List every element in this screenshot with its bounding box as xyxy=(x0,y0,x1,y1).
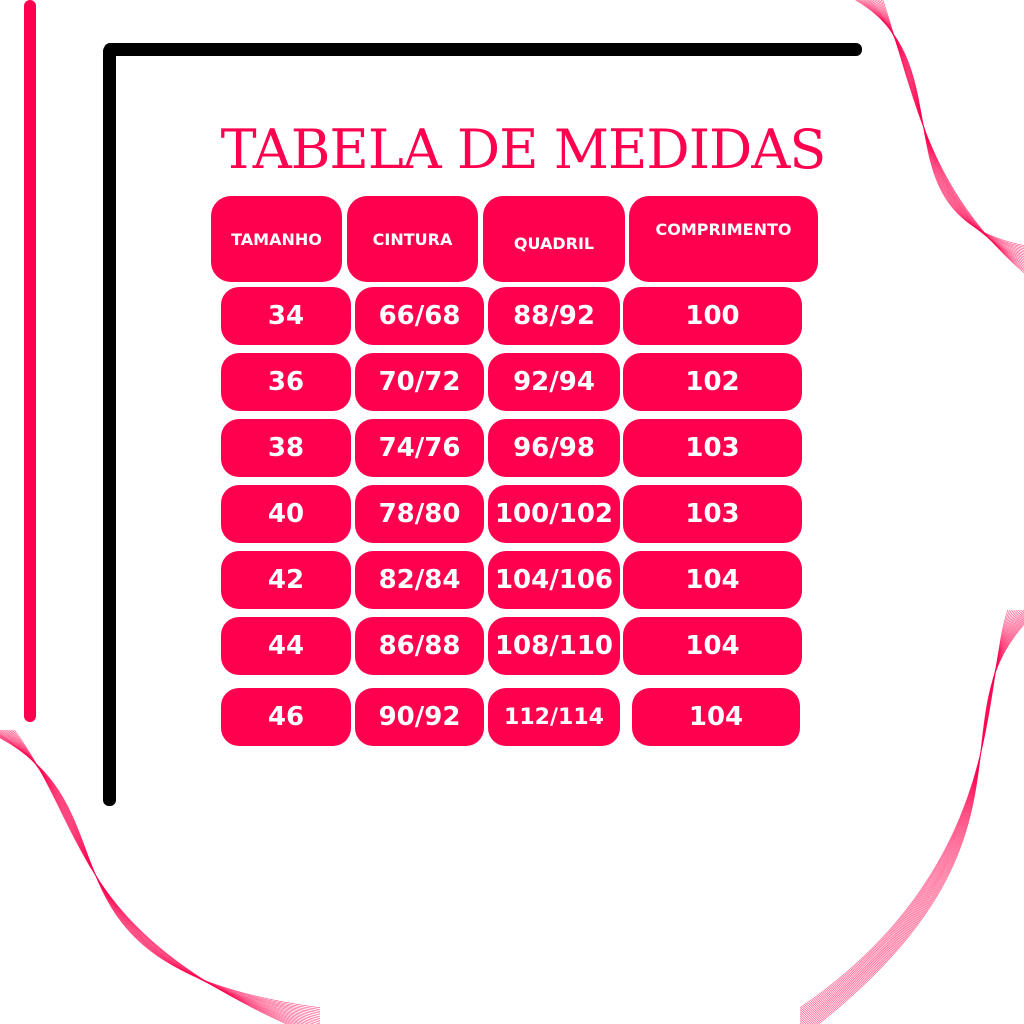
table-cell: 46 xyxy=(221,688,351,746)
wave-line xyxy=(799,609,1009,1009)
wave-line xyxy=(799,609,1024,1024)
table-cell: 104 xyxy=(623,551,802,609)
table-cell: 108/110 xyxy=(488,617,620,675)
wave-line xyxy=(799,609,1014,1014)
table-cell: 100 xyxy=(623,287,802,345)
wave-line xyxy=(14,729,288,1024)
table-cell: 92/94 xyxy=(488,353,620,411)
table-cell: 40 xyxy=(221,485,351,543)
header-quadril: QUADRIL xyxy=(483,196,625,282)
table-cell: 74/76 xyxy=(355,419,484,477)
wave-line xyxy=(0,734,321,1018)
table-cell: 38 xyxy=(221,419,351,477)
table-cell: 112/114 xyxy=(488,688,620,746)
header-cintura: CINTURA xyxy=(347,196,478,282)
wave-line xyxy=(813,620,1024,1024)
wave-line xyxy=(799,609,1021,1021)
table-cell: 104/106 xyxy=(488,551,620,609)
wave-line xyxy=(0,735,321,1016)
table-cell: 103 xyxy=(623,419,802,477)
wave-line xyxy=(6,729,301,1024)
wave-line xyxy=(811,619,1024,1024)
wave-line xyxy=(0,737,321,1010)
header-tamanho: TAMANHO xyxy=(211,196,342,282)
wave-line xyxy=(817,624,1024,1024)
wave-line xyxy=(815,622,1024,1024)
wave-line xyxy=(8,729,297,1024)
pink-vertical-line xyxy=(24,0,36,722)
table-cell: 44 xyxy=(221,617,351,675)
wave-line xyxy=(799,609,1018,1018)
wave-line xyxy=(799,609,1010,1010)
wave-line xyxy=(801,611,1024,1024)
black-frame-left xyxy=(103,45,116,806)
table-cell: 104 xyxy=(632,688,800,746)
table-cell: 36 xyxy=(221,353,351,411)
wave-line xyxy=(3,729,310,1024)
wave-line xyxy=(0,736,321,1012)
page-title: TABELA DE MEDIDAS xyxy=(220,118,827,181)
wave-line xyxy=(0,730,321,1023)
wave-line xyxy=(0,733,321,1019)
table-cell: 103 xyxy=(623,485,802,543)
wave-line xyxy=(0,737,321,1009)
wave-line xyxy=(808,617,1024,1024)
header-comprimento: COMPRIMENTO xyxy=(629,196,818,282)
black-frame-top xyxy=(104,43,862,56)
table-cell: 34 xyxy=(221,287,351,345)
wave-line xyxy=(0,735,321,1014)
table-cell: 102 xyxy=(623,353,802,411)
wave-line xyxy=(799,609,1016,1016)
wave-line xyxy=(799,609,1012,1012)
wave-line xyxy=(12,729,291,1024)
table-cell: 78/80 xyxy=(355,485,484,543)
table-cell: 96/98 xyxy=(488,419,620,477)
wave-line xyxy=(10,729,294,1024)
wave-line xyxy=(799,609,1019,1019)
table-cell: 90/92 xyxy=(355,688,484,746)
wave-line xyxy=(1,729,316,1024)
table-cell: 100/102 xyxy=(488,485,620,543)
wave-line xyxy=(0,732,321,1021)
table-cell: 70/72 xyxy=(355,353,484,411)
table-cell: 42 xyxy=(221,551,351,609)
table-cell: 66/68 xyxy=(355,287,484,345)
table-cell: 104 xyxy=(623,617,802,675)
table-cell: 88/92 xyxy=(488,287,620,345)
wave-line xyxy=(806,615,1024,1024)
table-cell: 82/84 xyxy=(355,551,484,609)
wave-line xyxy=(0,729,321,1024)
wave-line xyxy=(5,729,305,1024)
wave-line xyxy=(799,609,1023,1023)
wave-line xyxy=(882,0,1024,274)
wave-line xyxy=(804,613,1024,1024)
table-cell: 86/88 xyxy=(355,617,484,675)
